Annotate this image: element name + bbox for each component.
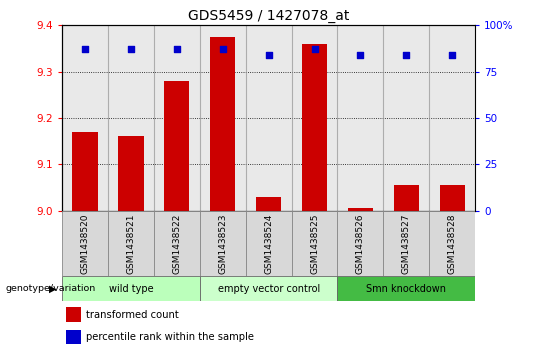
- Point: [126, 46, 135, 52]
- Bar: [108, 25, 154, 211]
- Text: transformed count: transformed count: [86, 310, 179, 319]
- Bar: [200, 211, 246, 276]
- Bar: [383, 25, 429, 211]
- Bar: [108, 211, 154, 276]
- Text: ▶: ▶: [49, 284, 56, 294]
- Bar: [200, 276, 338, 301]
- Bar: [62, 276, 200, 301]
- Text: GSM1438522: GSM1438522: [172, 214, 181, 274]
- Text: GSM1438528: GSM1438528: [448, 214, 457, 274]
- Bar: [200, 25, 246, 211]
- Bar: [118, 136, 144, 211]
- Bar: [62, 25, 108, 211]
- Bar: [292, 211, 338, 276]
- Bar: [210, 37, 235, 211]
- Bar: [246, 25, 292, 211]
- Bar: [338, 211, 383, 276]
- Text: empty vector control: empty vector control: [218, 284, 320, 294]
- Point: [172, 46, 181, 52]
- Point: [448, 52, 456, 58]
- Text: GSM1438521: GSM1438521: [126, 214, 136, 274]
- Bar: [383, 211, 429, 276]
- Bar: [154, 211, 200, 276]
- Text: GSM1438520: GSM1438520: [80, 214, 90, 274]
- Bar: [256, 197, 281, 211]
- Bar: [62, 211, 108, 276]
- Text: GSM1438527: GSM1438527: [402, 214, 411, 274]
- Point: [81, 46, 90, 52]
- Text: GSM1438526: GSM1438526: [356, 214, 365, 274]
- Point: [265, 52, 273, 58]
- Bar: [429, 25, 475, 211]
- Text: genotype/variation: genotype/variation: [5, 284, 96, 293]
- Bar: [302, 44, 327, 211]
- Bar: [338, 276, 475, 301]
- Bar: [292, 25, 338, 211]
- Bar: [72, 132, 98, 211]
- Text: wild type: wild type: [109, 284, 153, 294]
- Bar: [338, 25, 383, 211]
- Point: [218, 46, 227, 52]
- Bar: [348, 208, 373, 211]
- Bar: [429, 211, 475, 276]
- Bar: [394, 185, 419, 211]
- Bar: [66, 307, 80, 322]
- Point: [356, 52, 365, 58]
- Title: GDS5459 / 1427078_at: GDS5459 / 1427078_at: [188, 9, 349, 23]
- Bar: [164, 81, 190, 211]
- Text: GSM1438525: GSM1438525: [310, 214, 319, 274]
- Bar: [66, 330, 80, 344]
- Bar: [154, 25, 200, 211]
- Text: GSM1438523: GSM1438523: [218, 214, 227, 274]
- Text: percentile rank within the sample: percentile rank within the sample: [86, 332, 254, 342]
- Bar: [440, 185, 465, 211]
- Bar: [246, 211, 292, 276]
- Text: GSM1438524: GSM1438524: [264, 214, 273, 274]
- Text: Smn knockdown: Smn knockdown: [366, 284, 447, 294]
- Point: [402, 52, 410, 58]
- Point: [310, 46, 319, 52]
